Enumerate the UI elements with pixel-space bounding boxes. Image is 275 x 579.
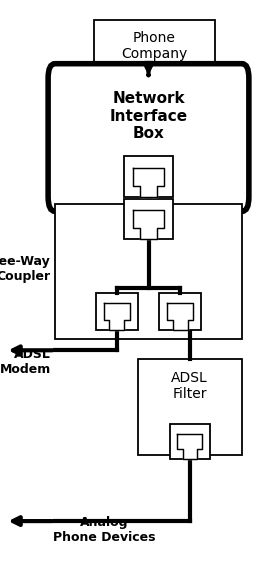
Polygon shape [133,168,164,197]
Text: Three-Way
Coupler: Three-Way Coupler [0,255,51,283]
Bar [55,204,242,339]
Text: Phone
Company: Phone Company [121,31,187,61]
Bar [94,20,214,72]
Text: ADSL
Filter: ADSL Filter [171,371,208,401]
FancyBboxPatch shape [48,64,249,211]
Bar [138,359,242,455]
Text: Network
Interface
Box: Network Interface Box [109,91,188,141]
Bar [159,293,201,330]
Text: Analog
Phone Devices: Analog Phone Devices [53,516,156,544]
Polygon shape [104,303,130,330]
Bar [170,424,210,459]
Bar [96,293,138,330]
Bar [124,199,173,239]
Polygon shape [177,434,202,459]
Text: ADSL
Modem: ADSL Modem [0,348,51,376]
Polygon shape [167,303,193,330]
Bar [124,156,173,197]
Polygon shape [133,210,164,239]
